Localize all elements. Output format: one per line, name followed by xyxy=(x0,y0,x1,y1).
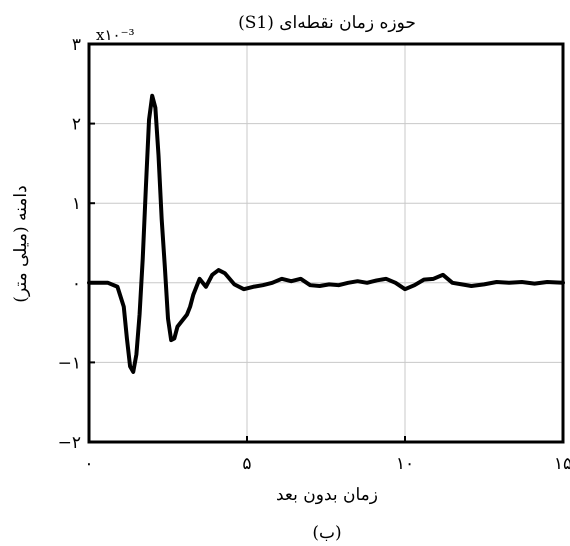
axis-tick-marks xyxy=(88,43,564,443)
caption: (ب) xyxy=(312,523,341,543)
y-tick-label-2: ۰ xyxy=(72,274,81,294)
x-tick-label-1: ۵ xyxy=(242,454,251,474)
y-tick-label-3: ۱ xyxy=(72,194,81,214)
y-multiplier-label: x۱۰⁻³ xyxy=(96,26,135,44)
y-tick-label-1: −۱ xyxy=(58,353,81,373)
chart-title: حوزه زمان نقطه‌ای (S1) xyxy=(238,13,416,33)
y-tick-label-5: ۳ xyxy=(72,35,81,55)
y-tick-label-4: ۲ xyxy=(72,115,81,135)
x-tick-labels: ۰ ۵ ۱۰ ۱۵ xyxy=(84,454,570,474)
series-layer xyxy=(87,93,565,374)
x-tick-label-0: ۰ xyxy=(84,454,93,474)
grid xyxy=(89,44,563,442)
x-tick-label-2: ۱۰ xyxy=(396,454,414,474)
y-tick-labels: −۲ −۱ ۰ ۱ ۲ ۳ xyxy=(58,35,81,453)
x-tick-label-3: ۱۵ xyxy=(554,454,570,474)
x-axis-label: زمان بدون بعد xyxy=(276,485,378,505)
y-tick-label-0: −۲ xyxy=(58,433,81,453)
plot-frame xyxy=(87,42,565,444)
series-line-0 xyxy=(87,93,565,374)
y-axis-label: دامنه (میلی متر) xyxy=(11,185,31,302)
